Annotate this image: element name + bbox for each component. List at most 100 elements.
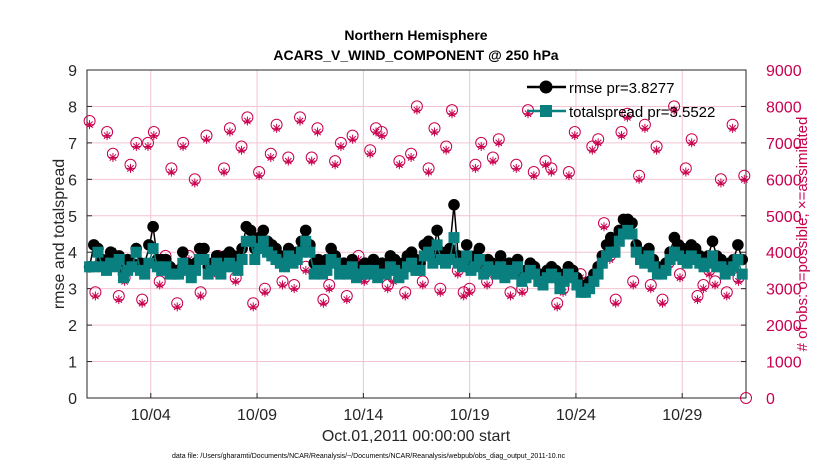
obs-assimilated-point: [102, 131, 112, 141]
obs-assimilated-stroke: [220, 168, 228, 176]
totalspread-point: [537, 279, 549, 291]
obs-assimilated-point: [552, 302, 562, 312]
totalspread-point: [321, 264, 333, 276]
obs-assimilated-point: [412, 105, 422, 115]
obs-assimilated-stroke: [331, 161, 339, 169]
obs-assimilated-point: [237, 145, 247, 155]
obs-assimilated-point: [371, 127, 381, 137]
obs-assimilated-point: [657, 298, 667, 308]
obs-assimilated-point: [114, 295, 124, 305]
totalspread-point: [88, 261, 100, 273]
totalspread-point: [304, 246, 316, 258]
obs-assimilated-point: [330, 160, 340, 170]
obs-assimilated-stroke: [261, 288, 269, 296]
obs-assimilated-point: [529, 171, 539, 181]
obs-assimilated-stroke: [594, 139, 602, 147]
totalspread-point: [512, 261, 524, 273]
obs-assimilated-point: [242, 116, 252, 126]
obs-assimilated-point: [231, 276, 241, 286]
obs-assimilated-stroke: [156, 281, 164, 289]
y-tick-label-right: 8000: [766, 99, 802, 116]
obs-assimilated-stroke: [629, 281, 637, 289]
y-tick-label-right: 5000: [766, 209, 802, 226]
obs-assimilated-stroke: [372, 128, 380, 136]
totalspread-point: [490, 268, 502, 280]
obs-assimilated-stroke: [132, 143, 140, 151]
totalspread-point: [291, 254, 303, 265]
obs-assimilated-stroke: [337, 143, 345, 151]
totalspread-point: [664, 254, 676, 265]
rmse-point: [257, 224, 270, 237]
obs-assimilated-point: [348, 134, 358, 144]
y-tick-label-right: 7000: [766, 136, 802, 153]
obs-assimilated-stroke: [460, 292, 468, 300]
rmse-point: [494, 250, 507, 262]
obs-assimilated-stroke: [366, 150, 374, 158]
obs-assimilated-stroke: [635, 175, 643, 183]
obs-assimilated-point: [137, 298, 147, 308]
totalspread-point: [461, 250, 473, 262]
obs-assimilated-point: [172, 302, 182, 312]
chart-subtitle: ACARS_V_WIND_COMPONENT @ 250 hPa: [273, 47, 558, 63]
totalspread-point: [177, 257, 189, 269]
obs-assimilated-stroke: [723, 292, 731, 300]
y-axis-label-left: rmse and totalspread: [51, 159, 68, 309]
totalspread-point: [732, 254, 744, 265]
totalspread-point: [101, 264, 112, 276]
obs-assimilated-stroke: [717, 179, 725, 187]
obs-assimilated-stroke: [296, 117, 304, 125]
totalspread-point: [406, 257, 418, 269]
obs-assimilated-stroke: [653, 146, 661, 154]
obs-assimilated-point: [424, 167, 434, 177]
obs-assimilated-point: [108, 152, 118, 162]
obs-assimilated-stroke: [238, 146, 246, 154]
obs-assimilated-stroke: [319, 299, 327, 307]
obs-assimilated-stroke: [477, 143, 485, 151]
obs-assimilated-stroke: [255, 172, 263, 180]
obs-assimilated-point: [406, 152, 416, 162]
rmse-point: [732, 239, 744, 251]
obs-assimilated-stroke: [471, 164, 479, 172]
data-file-footnote: data file: /Users/gharamti/Documents/NCA…: [172, 453, 566, 460]
obs-assimilated-point: [511, 163, 521, 173]
totalspread-point: [448, 232, 460, 244]
obs-assimilated-stroke: [448, 110, 456, 118]
obs-assimilated-point: [219, 167, 229, 177]
rmse-point: [198, 242, 210, 255]
rmse-point: [431, 224, 443, 237]
obs-assimilated-point: [336, 142, 346, 152]
obs-assimilated-point: [640, 123, 650, 133]
totalspread-point: [173, 268, 184, 280]
obs-assimilated-stroke: [436, 288, 444, 296]
obs-assimilated-stroke: [647, 285, 655, 293]
x-tick-label: 10/09: [237, 407, 277, 424]
obs-assimilated-stroke: [588, 146, 596, 154]
obs-assimilated-point: [272, 123, 282, 133]
obs-assimilated-stroke: [126, 164, 134, 172]
rmse-point: [706, 235, 719, 248]
obs-assimilated-point: [383, 284, 393, 294]
rmse-point: [422, 235, 435, 248]
totalspread-point: [113, 254, 125, 265]
obs-assimilated-point: [125, 163, 135, 173]
obs-assimilated-point: [429, 127, 439, 137]
totalspread-point: [469, 261, 481, 273]
obs-assimilated-stroke: [273, 124, 281, 132]
x-axis-label: Oct.01,2011 00:00:00 start: [322, 428, 511, 445]
totalspread-point: [211, 257, 223, 269]
totalspread-point: [457, 261, 468, 273]
obs-assimilated-stroke: [495, 139, 503, 147]
obs-assimilated-stroke: [267, 153, 275, 161]
obs-assimilated-stroke: [542, 161, 550, 169]
obs-assimilated-point: [289, 284, 299, 294]
totalspread-point: [431, 239, 443, 251]
obs-assimilated-point: [611, 298, 621, 308]
totalspread-point: [185, 272, 197, 284]
totalspread-point: [397, 268, 409, 280]
obs-assimilated-point: [465, 287, 475, 297]
obs-assimilated-stroke: [278, 281, 286, 289]
obs-assimilated-stroke: [249, 303, 257, 311]
obs-assimilated-point: [260, 287, 270, 297]
y-tick-label-right: 9000: [766, 63, 802, 80]
totalspread-point: [232, 264, 244, 276]
